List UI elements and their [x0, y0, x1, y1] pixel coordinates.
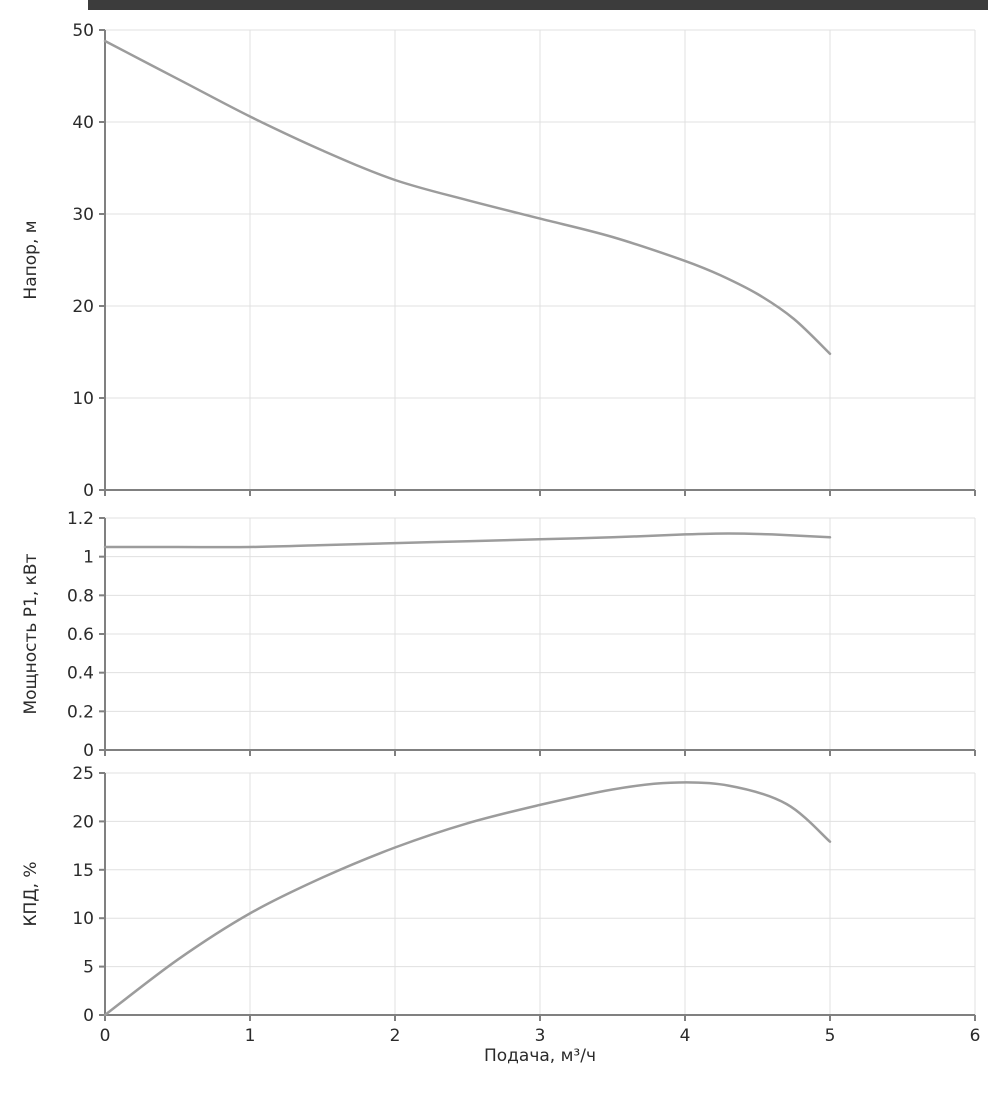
y-tick-label: 30 — [72, 205, 94, 225]
y-tick-label: 15 — [72, 861, 94, 881]
x-tick-label: 3 — [535, 1026, 546, 1046]
y-tick-label: 1 — [83, 548, 94, 568]
y-tick-label: 1.2 — [67, 509, 94, 529]
y-tick-label: 20 — [72, 297, 94, 317]
x-tick-label: 6 — [970, 1026, 981, 1046]
y-tick-label: 0.6 — [67, 625, 94, 645]
y-tick-label: 0.4 — [67, 664, 94, 684]
y-tick-label: 0 — [83, 1006, 94, 1026]
y-tick-label: 0.8 — [67, 586, 94, 606]
y-tick-label: 25 — [72, 764, 94, 784]
y-tick-label: 0 — [83, 741, 94, 761]
x-axis-title: Подача, м³/ч — [484, 1046, 596, 1066]
x-tick-label: 0 — [100, 1026, 111, 1046]
y-tick-label: 20 — [72, 812, 94, 832]
y-tick-label: 0 — [83, 481, 94, 501]
head-y-axis-title: Напор, м — [21, 220, 41, 299]
x-tick-label: 5 — [825, 1026, 836, 1046]
efficiency-y-axis-title: КПД, % — [21, 861, 41, 926]
y-tick-label: 0.2 — [67, 702, 94, 722]
efficiency-curve-plot: 0 5 10 15 20 25 0 1 2 3 4 5 6 — [72, 764, 980, 1046]
power-y-axis-title: Мощность P1, кВт — [21, 553, 41, 714]
header-bar — [88, 0, 988, 10]
y-tick-label: 10 — [72, 909, 94, 929]
head-curve-plot: 0 10 20 30 40 50 — [72, 21, 976, 501]
y-tick-label: 5 — [83, 958, 94, 978]
y-tick-label: 50 — [72, 21, 94, 41]
power-curve — [103, 532, 832, 549]
x-tick-label: 2 — [390, 1026, 401, 1046]
x-tick-label: 4 — [680, 1026, 691, 1046]
power-curve-plot: 0 0.2 0.4 0.6 0.8 1 1.2 — [67, 509, 976, 761]
y-tick-label: 40 — [72, 113, 94, 133]
head-curve — [103, 39, 832, 356]
x-tick-label: 1 — [245, 1026, 256, 1046]
efficiency-curve — [103, 781, 832, 1017]
y-tick-label: 10 — [72, 389, 94, 409]
